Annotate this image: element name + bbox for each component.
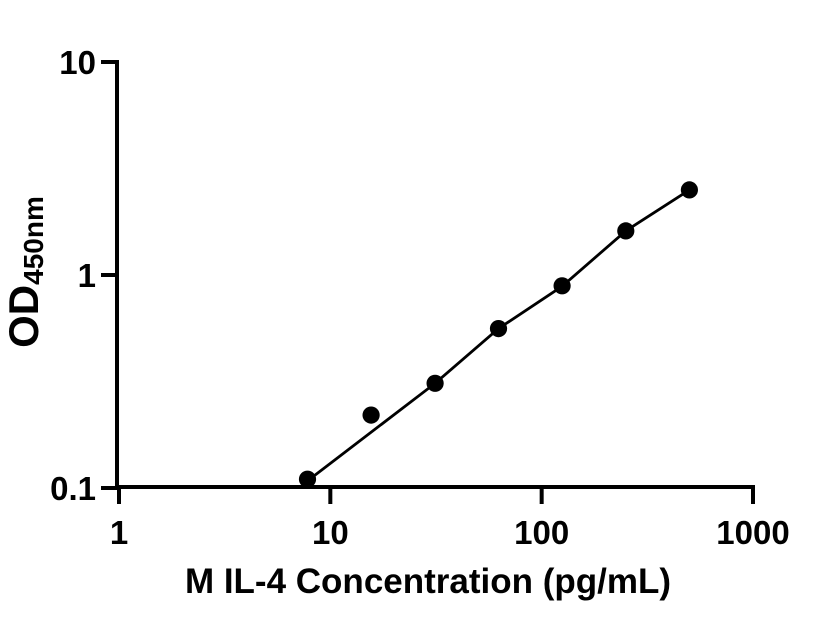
x-axis-title: M IL-4 Concentration (pg/mL) bbox=[185, 562, 671, 601]
data-points bbox=[298, 181, 699, 488]
y-axis-title-main: OD bbox=[0, 285, 47, 348]
x-axis-ticks: 1 10 100 1000 bbox=[110, 487, 790, 551]
y-tick-label: 1 bbox=[78, 257, 96, 294]
data-point bbox=[680, 181, 699, 199]
x-tick-label: 100 bbox=[514, 514, 569, 551]
y-axis-ticks: 10 1 0.1 bbox=[50, 44, 117, 507]
data-point bbox=[553, 277, 571, 295]
y-axis-title: OD450nm bbox=[0, 196, 49, 348]
x-tick-label: 1 bbox=[110, 514, 128, 551]
data-point bbox=[298, 470, 317, 488]
data-point bbox=[489, 320, 508, 338]
data-point bbox=[617, 222, 635, 240]
data-point bbox=[362, 406, 380, 424]
y-tick-label: 10 bbox=[59, 44, 96, 81]
x-tick-label: 10 bbox=[312, 514, 349, 551]
x-tick-label: 1000 bbox=[716, 514, 789, 551]
axes bbox=[115, 60, 755, 490]
fit-line bbox=[306, 188, 691, 483]
y-axis-title-subscript: 450nm bbox=[18, 196, 49, 285]
data-point bbox=[426, 374, 444, 392]
y-tick-label: 0.1 bbox=[50, 470, 96, 507]
